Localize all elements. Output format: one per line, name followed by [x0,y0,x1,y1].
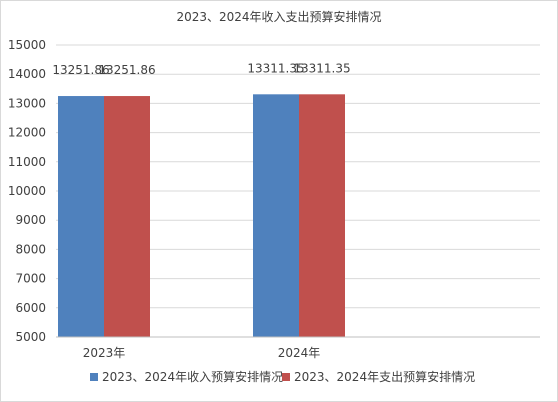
x-tick-label: 2024年 [278,346,321,360]
legend-label: 2023、2024年支出预算安排情况 [294,369,475,384]
y-tick-label: 5000 [15,330,46,344]
bar-data-label: 13251.86 [98,63,155,77]
y-axis-ticks: 5000 6000 7000 8000 9000 10000 11000 12000 13000… [8,38,46,344]
bar-income-1 [253,94,299,337]
y-tick-label: 9000 [15,213,46,227]
bar-data-label: 13311.35 [293,61,350,75]
bar-expenditure-1 [299,94,345,337]
bar-data-label: 13311.35 [247,61,304,75]
y-tick-label: 13000 [8,96,46,110]
bar-data-label: 13251.86 [52,63,109,77]
y-tick-label: 11000 [8,155,46,169]
y-tick-label: 10000 [8,184,46,198]
legend-swatch [282,373,290,381]
legend-label: 2023、2024年收入预算安排情况 [102,369,283,384]
y-tick-label: 6000 [15,301,46,315]
legend-swatch [90,373,98,381]
y-tick-label: 8000 [15,242,46,256]
y-tick-label: 12000 [8,126,46,140]
bar-expenditure-0 [104,96,150,337]
bars [58,94,345,337]
chart-title: 2023、2024年收入支出预算安排情况 [176,9,381,24]
y-tick-label: 7000 [15,272,46,286]
y-tick-label: 14000 [8,67,46,81]
legend: 2023、2024年收入预算安排情况 2023、2024年支出预算安排情况 [90,369,475,384]
bar-income-0 [58,96,104,337]
x-axis-ticks: 2023年 2024年 [83,346,321,360]
x-tick-label: 2023年 [83,346,126,360]
y-tick-label: 15000 [8,38,46,52]
